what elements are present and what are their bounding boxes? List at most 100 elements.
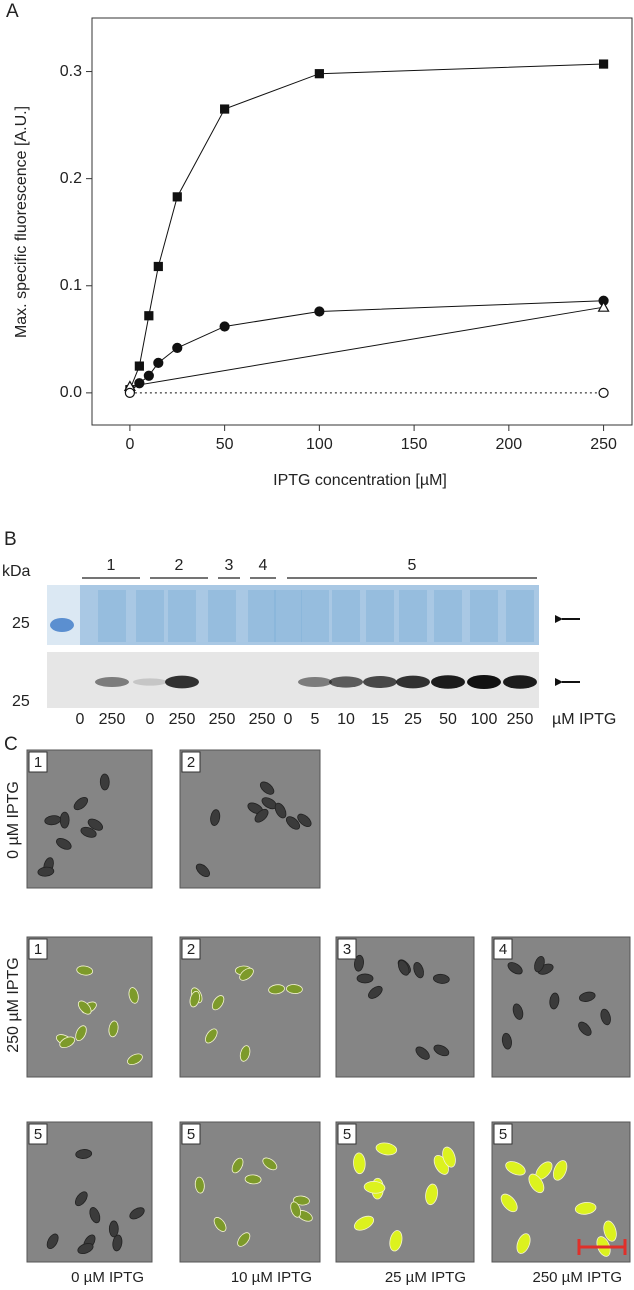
y-tick-label: 0.2 — [60, 170, 82, 187]
row-label: 250 µM IPTG — [5, 957, 22, 1052]
lane-label: 50 — [439, 711, 457, 728]
tile-number: 4 — [499, 941, 507, 958]
cell — [112, 1234, 123, 1252]
plot-frame — [91, 17, 633, 426]
tile-number: 2 — [187, 941, 195, 958]
micrograph — [179, 1121, 321, 1263]
cell — [239, 1045, 251, 1062]
lane-label: 250 — [249, 711, 276, 728]
cell — [354, 954, 364, 972]
tile-number-box — [28, 751, 48, 773]
tile-number-box — [28, 938, 48, 960]
tile-number: 5 — [343, 1126, 351, 1143]
cell — [262, 1157, 278, 1171]
marker — [597, 300, 610, 312]
cell — [59, 811, 70, 829]
tile-number: 5 — [34, 1126, 42, 1143]
lane-label: 250 — [169, 711, 196, 728]
series-line — [129, 306, 604, 387]
marker-band — [50, 618, 74, 632]
cell — [129, 1207, 145, 1220]
blot-band — [133, 678, 167, 686]
coomassie-lane — [470, 590, 498, 642]
marker — [172, 342, 183, 353]
blot-band — [165, 675, 199, 689]
lane-label: 250 — [507, 711, 534, 728]
cell — [37, 866, 55, 877]
cell — [579, 991, 596, 1002]
x-tick-label: 50 — [216, 436, 234, 453]
tile-number-box — [493, 938, 513, 960]
y-tick-label: 0.0 — [60, 384, 82, 401]
cell — [415, 1046, 430, 1060]
tile-number-box — [337, 1123, 357, 1145]
cell — [56, 838, 72, 850]
lane-label: 250 — [99, 711, 126, 728]
lane-label: 10 — [337, 711, 355, 728]
cell — [75, 1025, 87, 1042]
cell — [363, 1181, 386, 1194]
cell — [274, 802, 287, 819]
marker — [219, 321, 230, 332]
blot-band — [329, 676, 363, 688]
cell — [210, 809, 221, 826]
panel-label: B — [4, 529, 17, 550]
blot-band — [95, 677, 129, 687]
lane-label: 0 — [146, 711, 155, 728]
caption: 25 µM IPTG — [385, 1269, 466, 1286]
cell — [99, 773, 110, 791]
group-label: 2 — [175, 557, 184, 574]
group-label: 4 — [259, 557, 268, 574]
coomassie-lane — [168, 590, 196, 642]
cell — [353, 1215, 375, 1231]
panel-label: C — [4, 734, 18, 755]
x-tick-label: 250 — [590, 436, 617, 453]
tile-number-box — [181, 1123, 201, 1145]
lane-unit: µM IPTG — [552, 711, 616, 728]
cell — [128, 987, 139, 1004]
cell — [501, 1032, 512, 1050]
marker — [124, 387, 135, 398]
tile-number: 2 — [187, 754, 195, 771]
tile-number-box — [28, 1123, 48, 1145]
group-label: 5 — [408, 557, 417, 574]
marker — [153, 357, 164, 368]
marker — [220, 104, 230, 114]
x-tick-label: 150 — [401, 436, 428, 453]
cell — [77, 1243, 94, 1254]
marker — [134, 378, 145, 389]
cell — [528, 1173, 545, 1194]
coomassie-lane — [136, 590, 164, 642]
cell — [290, 1201, 302, 1218]
cell — [432, 973, 450, 984]
cell — [600, 1008, 611, 1026]
cell — [244, 1174, 262, 1185]
tile-number-box — [181, 751, 201, 773]
coomassie-gel — [47, 585, 539, 645]
cell — [268, 984, 285, 995]
marker — [598, 387, 609, 398]
marker — [314, 306, 325, 317]
coomassie-lane — [274, 590, 302, 642]
cell — [127, 1053, 143, 1065]
panel-label: A — [6, 1, 19, 22]
cell — [574, 1202, 597, 1215]
blot-band — [363, 676, 397, 688]
cell — [80, 826, 97, 838]
tile-number: 5 — [187, 1126, 195, 1143]
cell — [442, 1146, 456, 1168]
cell — [74, 1191, 88, 1207]
cell — [87, 818, 103, 831]
cell — [89, 1207, 101, 1224]
cell — [293, 1195, 310, 1206]
micrograph — [335, 1121, 475, 1263]
caption: 0 µM IPTG — [71, 1269, 144, 1286]
x-tick-label: 100 — [306, 436, 333, 453]
lane-label: 5 — [311, 711, 320, 728]
x-axis-title: IPTG concentration [µM] — [273, 472, 447, 489]
marker — [172, 192, 182, 202]
series-line — [129, 300, 604, 393]
cell — [285, 984, 303, 994]
mw-marker: 25 — [12, 615, 30, 632]
